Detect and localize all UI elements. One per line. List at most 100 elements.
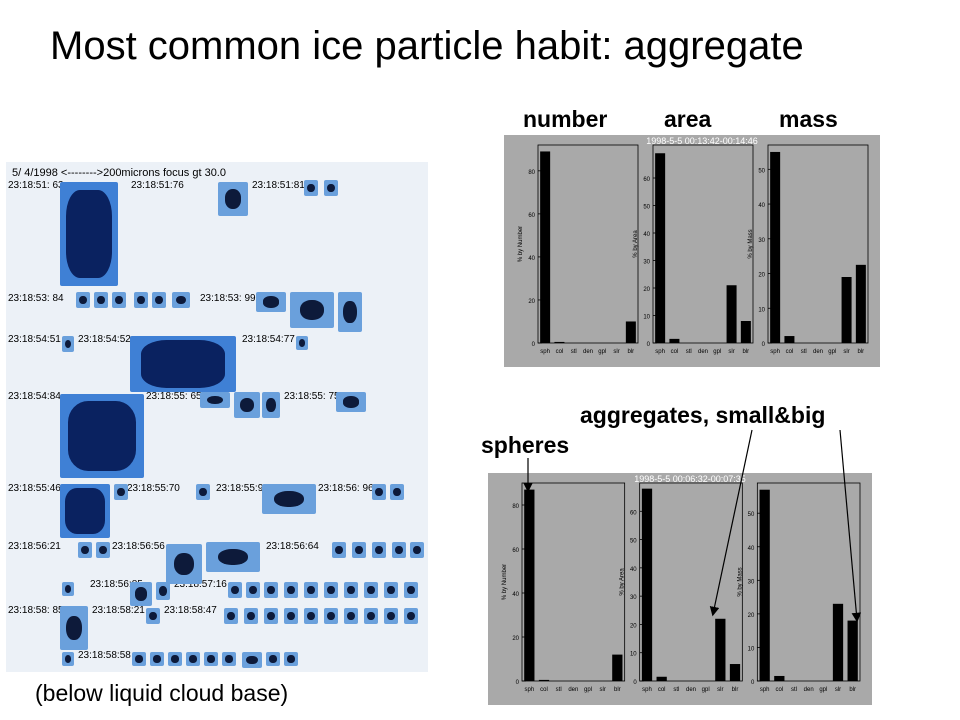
y-axis-label: % by Area: [620, 568, 626, 596]
particle-image: [264, 608, 278, 624]
y-tick-label: 0: [516, 680, 520, 686]
y-tick-label: 20: [758, 273, 765, 279]
particle-image: [256, 292, 286, 312]
bar-blr: [625, 321, 636, 343]
x-tick-label: stl: [673, 687, 679, 693]
particle-image: [228, 582, 242, 598]
particle-image: [284, 652, 298, 666]
y-tick-label: 20: [748, 613, 755, 619]
timestamp: 23:18:53: 84: [8, 293, 64, 304]
histogram-area: 0 10 20 30 40 50 60 % by Area sph col stl den gpl slr…: [620, 482, 743, 693]
bar-slr: [841, 277, 852, 343]
y-tick-label: 0: [532, 342, 536, 348]
plot-frame: [521, 482, 626, 682]
particle-image: [200, 392, 230, 408]
x-tick-label: blr: [743, 349, 750, 355]
x-tick-label: den: [813, 349, 823, 355]
particle-image: [60, 606, 88, 650]
y-tick-label: 60: [643, 177, 650, 183]
particle-image: [152, 292, 166, 308]
timestamp: 23:18:57:16: [174, 579, 227, 590]
bar-blr: [740, 321, 751, 343]
y-axis-label: % by Mass: [737, 567, 743, 596]
particle-image: [344, 608, 358, 624]
particle-image: [290, 292, 334, 328]
x-tick-label: blr: [614, 687, 621, 693]
bar-slr: [726, 285, 737, 343]
x-tick-label: sph: [655, 349, 665, 355]
timestamp: 23:18:58:47: [164, 605, 217, 616]
particle-image: [62, 652, 74, 666]
plot-frame: [652, 144, 754, 344]
x-tick-label: gpl: [819, 687, 827, 693]
x-tick-label: col: [786, 349, 794, 355]
bar-sph: [641, 488, 653, 681]
y-tick-label: 10: [748, 646, 755, 652]
particle-image: [156, 582, 170, 600]
x-tick-label: den: [568, 687, 578, 693]
particle-image: [96, 542, 110, 558]
bar-sph: [759, 489, 770, 681]
header-mass: mass: [779, 106, 838, 132]
histogram-number: 0 20 40 60 80 % by Number sph col stl den gpl slr bl…: [518, 144, 639, 355]
y-tick-label: 40: [512, 592, 519, 598]
x-tick-label: gpl: [598, 349, 606, 355]
y-tick-label: 10: [643, 315, 650, 321]
plot-frame: [537, 144, 639, 344]
x-tick-label: sph: [540, 349, 550, 355]
timestamp: 23:18:51: 63: [8, 180, 64, 191]
y-tick-label: 30: [643, 260, 650, 266]
x-tick-label: blr: [628, 349, 635, 355]
bar-col: [538, 679, 550, 681]
y-tick-label: 10: [630, 652, 637, 658]
timestamp: 23:18:51:76: [131, 180, 184, 191]
particle-image: [364, 582, 378, 598]
particle-image: [324, 582, 338, 598]
y-axis-label: % by Number: [518, 226, 524, 262]
y-tick-label: 20: [528, 299, 535, 305]
particle-image: [384, 582, 398, 598]
particle-image: [62, 582, 74, 596]
x-tick-label: gpl: [584, 687, 592, 693]
y-axis-label: % by Mass: [748, 229, 754, 258]
timestamp: 23:18:58:21: [92, 605, 145, 616]
particle-image: [352, 542, 366, 558]
y-tick-label: 30: [758, 238, 765, 244]
timestamp: 23:18:56:56: [112, 541, 165, 552]
x-tick-label: sph: [770, 349, 780, 355]
particle-image: [262, 484, 316, 514]
y-tick-label: 20: [643, 287, 650, 293]
bar-col: [669, 338, 680, 343]
histogram-panel-top: 1998-5-5 00:13:42-00:14:46 0 20 40 60 80 % by …: [504, 135, 880, 367]
bar-slr: [832, 603, 844, 681]
particle-image: [372, 484, 386, 500]
bar-col: [656, 676, 667, 681]
particle-image: [266, 652, 280, 666]
microphoto-panel: 5/ 4/1998 <-------->200microns focus gt …: [6, 162, 428, 672]
y-tick-label: 60: [630, 510, 637, 516]
particle-image: [304, 608, 318, 624]
histogram-svg-top: 1998-5-5 00:13:42-00:14:46 0 20 40 60 80 % by …: [518, 136, 869, 355]
y-tick-label: 0: [633, 680, 637, 686]
timestamp: 23:18:56:85: [90, 579, 143, 590]
x-tick-label: col: [775, 687, 783, 693]
particle-image: [218, 182, 248, 216]
histogram-number: 0 20 40 60 80 % by Number sph col stl den gpl slr bl…: [502, 482, 626, 693]
label-spheres: spheres: [481, 432, 570, 458]
y-axis-label: % by Area: [633, 230, 639, 258]
bar-blr: [847, 620, 858, 681]
particle-image: [78, 542, 92, 558]
particle-image: [76, 292, 90, 308]
particle-image: [134, 292, 148, 308]
x-tick-label: blr: [849, 687, 856, 693]
date-range: 1998-5-5 00:06:32-00:07:35: [634, 474, 746, 484]
microphoto-header: 5/ 4/1998 <-------->200microns focus gt …: [12, 167, 226, 179]
particle-image: [60, 484, 110, 538]
histogram-svg-bottom: 1998-5-5 00:06:32-00:07:35 0 20 40 60 80 % by …: [502, 474, 861, 693]
label-aggregates: aggregates, small&big: [580, 402, 826, 428]
particle-image: [262, 392, 280, 418]
plot-frame: [767, 144, 869, 344]
x-tick-label: sph: [642, 687, 652, 693]
